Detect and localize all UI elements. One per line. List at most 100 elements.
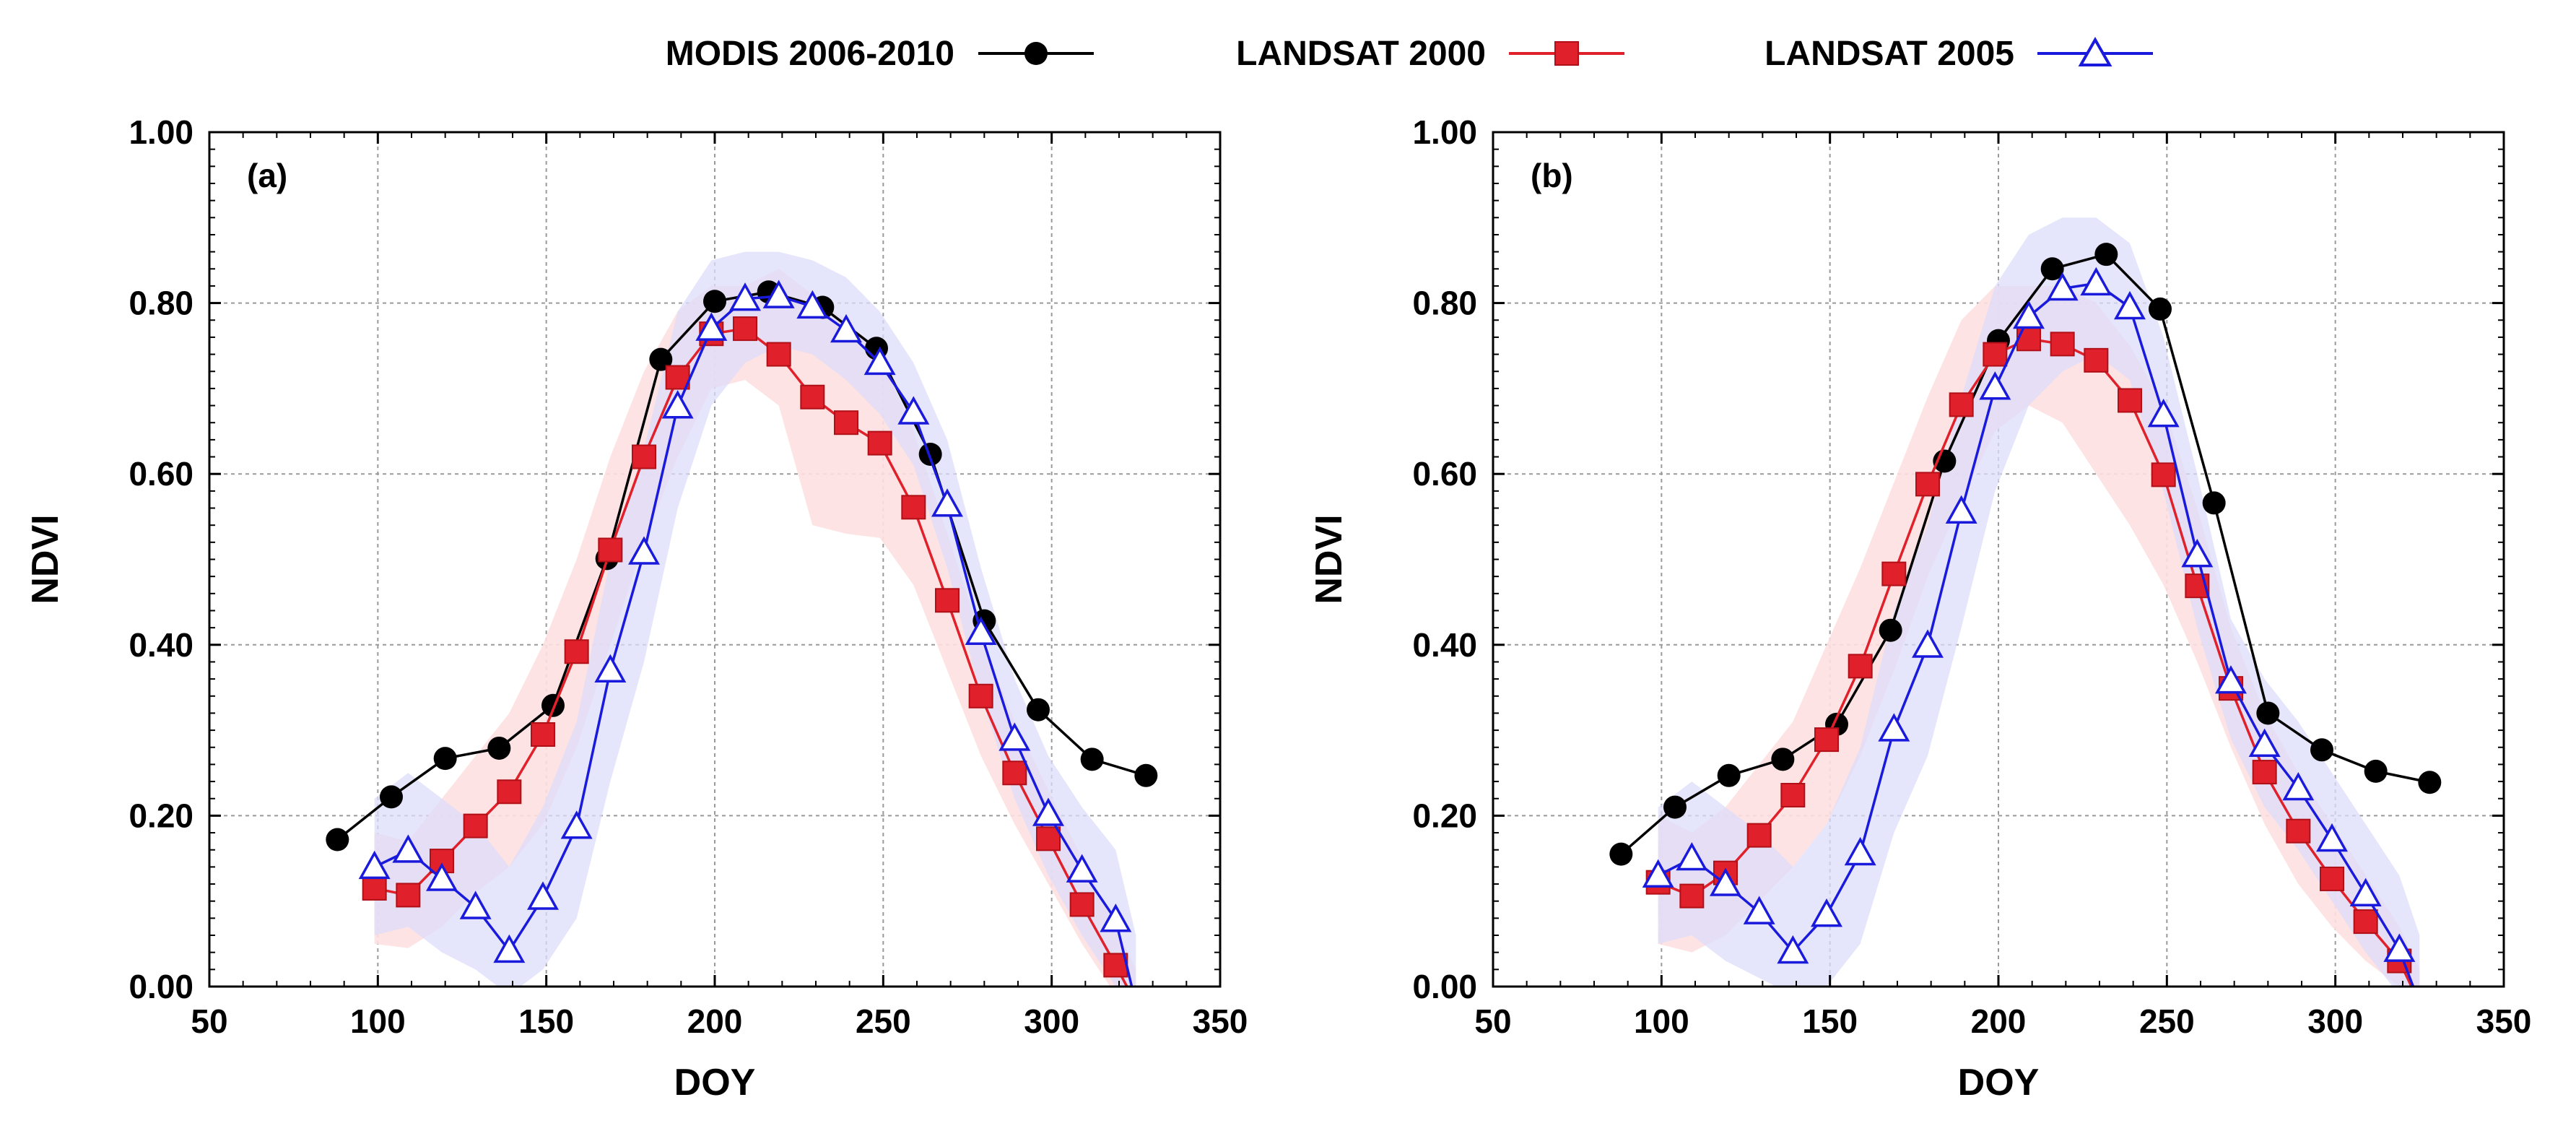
y-axis-label: NDVI: [25, 514, 66, 604]
point-l2005: [661, 390, 694, 419]
point-l2005: [628, 536, 660, 565]
panel-label: (a): [247, 157, 287, 194]
legend-marker-landsat-2005: [2078, 36, 2112, 66]
point-l2000: [867, 430, 892, 456]
point-l2005: [1979, 371, 2011, 400]
point-l2005: [1100, 904, 1132, 932]
point-modis: [1609, 842, 1633, 866]
plot-area: [1609, 217, 2442, 987]
point-modis: [2256, 701, 2280, 725]
point-modis: [2040, 257, 2064, 281]
point-l2000: [665, 365, 690, 390]
point-l2005: [2080, 266, 2112, 296]
point-l2000: [396, 883, 421, 908]
point-l2000: [2050, 332, 2075, 357]
point-l2000: [1103, 953, 1128, 978]
point-l2000: [1881, 561, 1907, 586]
x-tick-label: 300: [2307, 1002, 2363, 1040]
point-l2005: [965, 616, 997, 645]
point-modis: [326, 828, 349, 852]
point-l2000: [2353, 909, 2378, 935]
point-l2005: [392, 834, 425, 863]
point-l2000: [1746, 823, 1772, 848]
point-l2000: [2151, 462, 2176, 488]
point-l2005: [863, 346, 896, 376]
legend-label-modis: MODIS 2006-2010: [666, 35, 954, 73]
point-l2000: [968, 683, 993, 708]
y-tick-label: 1.00: [129, 113, 193, 151]
chart-panel-b: 50 100 150 200 250 300 350 0.00 0.20 0.40 0.60 0.80…: [1308, 113, 2531, 1104]
point-l2000: [1002, 760, 1027, 786]
point-l2000: [1713, 860, 1738, 885]
x-tick-label: 50: [191, 1002, 227, 1040]
point-l2005: [897, 396, 930, 425]
y-tick-label: 0.60: [129, 455, 193, 493]
point-l2000: [800, 384, 825, 410]
point-l2000: [1069, 892, 1095, 917]
point-l2005: [2215, 665, 2247, 694]
x-tick-label: 350: [2476, 1002, 2532, 1040]
point-modis: [433, 747, 457, 771]
x-tick-label: 100: [1634, 1002, 1689, 1040]
point-l2000: [1848, 654, 1873, 679]
band-l2005: [1658, 217, 2420, 987]
y-tick-label: 0.00: [129, 968, 193, 1005]
point-l2005: [1844, 836, 1876, 866]
point-l2000: [1915, 472, 1940, 497]
point-l2005: [1912, 629, 1944, 658]
point-l2000: [598, 537, 623, 563]
point-modis: [2094, 243, 2118, 266]
point-l2005: [796, 290, 829, 319]
point-modis: [1717, 763, 1741, 787]
point-modis: [380, 785, 403, 809]
y-axis-label: NDVI: [1308, 514, 1350, 604]
point-l2005: [1945, 495, 1977, 524]
point-l2005: [1710, 867, 1741, 896]
line-modis: [1620, 253, 2430, 855]
y-tick-label: 0.20: [1412, 797, 1477, 834]
y-tick-label: 0.40: [129, 626, 193, 664]
y-tick-label: 0.20: [129, 797, 193, 834]
point-l2005: [2114, 290, 2146, 320]
point-modis: [1134, 763, 1158, 787]
point-l2005: [358, 850, 391, 880]
point-l2000: [1036, 826, 1061, 852]
point-l2000: [1679, 883, 1705, 909]
point-l2005: [1777, 935, 1809, 964]
point-modis: [703, 290, 726, 313]
point-l2000: [497, 779, 522, 805]
point-modis: [541, 693, 565, 717]
point-modis: [1080, 748, 1104, 771]
legend-marker-modis: [1024, 42, 1048, 65]
point-modis: [1771, 748, 1795, 771]
point-l2000: [1814, 727, 1839, 753]
legend-label-landsat-2005: LANDSAT 2005: [1765, 35, 2014, 73]
plot-area: [326, 251, 1158, 987]
point-l2000: [766, 342, 791, 367]
point-l2000: [632, 444, 656, 469]
point-l2005: [2316, 823, 2348, 852]
x-tick-label: 350: [1193, 1002, 1248, 1040]
x-axis-label: DOY: [1958, 1062, 2040, 1104]
x-tick-label: 200: [687, 1002, 743, 1040]
point-l2000: [463, 813, 488, 838]
point-l2005: [1676, 841, 1708, 871]
point-l2005: [1032, 797, 1064, 826]
point-l2005: [493, 934, 526, 963]
x-tick-label: 250: [2139, 1002, 2195, 1040]
point-modis: [487, 736, 511, 760]
point-l2005: [830, 313, 862, 343]
y-tick-label: 0.40: [1412, 626, 1477, 664]
legend: MODIS 2006-2010 LANDSAT 2000 LANDSAT 200…: [666, 35, 2153, 73]
chart-panel-a: 50 100 150 200 250 300 350 0.00 0.20 0.40 0.60 0.80…: [25, 113, 1248, 1104]
point-l2005: [1743, 896, 1775, 924]
point-modis: [2310, 738, 2333, 762]
point-modis: [1663, 795, 1687, 819]
point-l2000: [2252, 760, 2277, 785]
x-tick-label: 200: [1971, 1002, 2027, 1040]
point-l2000: [2084, 347, 2109, 373]
point-l2000: [1983, 342, 2008, 367]
band-l2005: [374, 251, 1136, 987]
point-l2005: [2147, 398, 2180, 428]
